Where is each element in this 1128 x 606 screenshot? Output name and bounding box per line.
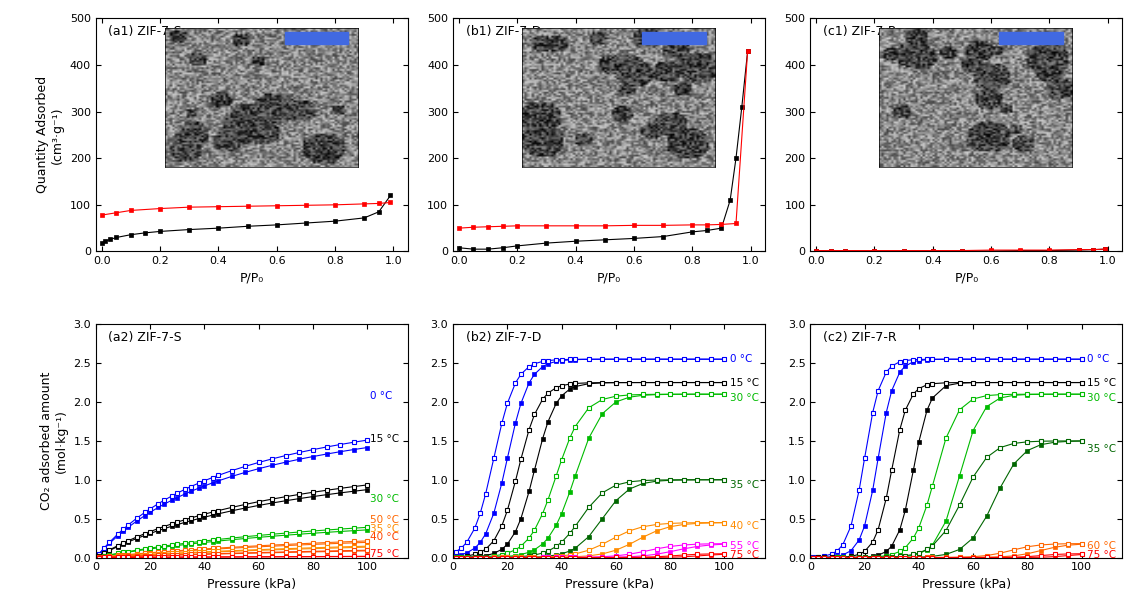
Text: (a1) ZIF-7-S: (a1) ZIF-7-S <box>108 25 182 38</box>
Y-axis label: CO₂ adsorbed amount
(mol·kg⁻¹): CO₂ adsorbed amount (mol·kg⁻¹) <box>39 371 68 510</box>
Y-axis label: Quantity Adsorbed
(cm³·g⁻¹): Quantity Adsorbed (cm³·g⁻¹) <box>36 76 64 193</box>
Text: 0 °C: 0 °C <box>730 354 752 364</box>
Text: 35 °C: 35 °C <box>730 480 759 490</box>
Text: 55 °C: 55 °C <box>730 541 759 551</box>
Text: 30 °C: 30 °C <box>1087 393 1116 403</box>
Text: (c2) ZIF-7-R: (c2) ZIF-7-R <box>822 331 897 344</box>
X-axis label: Pressure (kPa): Pressure (kPa) <box>922 578 1011 591</box>
Text: 40 °C: 40 °C <box>370 531 399 542</box>
Text: 15 °C: 15 °C <box>730 378 759 388</box>
Text: 75 °C: 75 °C <box>370 548 399 559</box>
Text: (b1) ZIF-7-D: (b1) ZIF-7-D <box>466 25 541 38</box>
X-axis label: Pressure (kPa): Pressure (kPa) <box>564 578 654 591</box>
Text: (c1) ZIF-7-R: (c1) ZIF-7-R <box>822 25 897 38</box>
Text: 30 °C: 30 °C <box>730 393 759 403</box>
Text: 0 °C: 0 °C <box>370 391 393 401</box>
Text: (b2) ZIF-7-D: (b2) ZIF-7-D <box>466 331 541 344</box>
Text: (a2) ZIF-7-S: (a2) ZIF-7-S <box>108 331 182 344</box>
X-axis label: P/P₀: P/P₀ <box>954 272 978 285</box>
Text: 35 °C: 35 °C <box>370 524 399 534</box>
Text: 30 °C: 30 °C <box>370 494 399 504</box>
Text: 75 °C: 75 °C <box>730 550 759 560</box>
X-axis label: P/P₀: P/P₀ <box>597 272 622 285</box>
Text: 15 °C: 15 °C <box>370 435 399 444</box>
Text: 0 °C: 0 °C <box>1087 354 1110 364</box>
X-axis label: P/P₀: P/P₀ <box>240 272 264 285</box>
Text: 15 °C: 15 °C <box>1087 378 1117 388</box>
Text: 35 °C: 35 °C <box>1087 444 1117 454</box>
X-axis label: Pressure (kPa): Pressure (kPa) <box>208 578 297 591</box>
Text: 40 °C: 40 °C <box>730 521 759 531</box>
Text: 60 °C: 60 °C <box>1087 541 1116 551</box>
Text: 75 °C: 75 °C <box>1087 550 1117 560</box>
Text: 50 °C: 50 °C <box>370 515 399 525</box>
